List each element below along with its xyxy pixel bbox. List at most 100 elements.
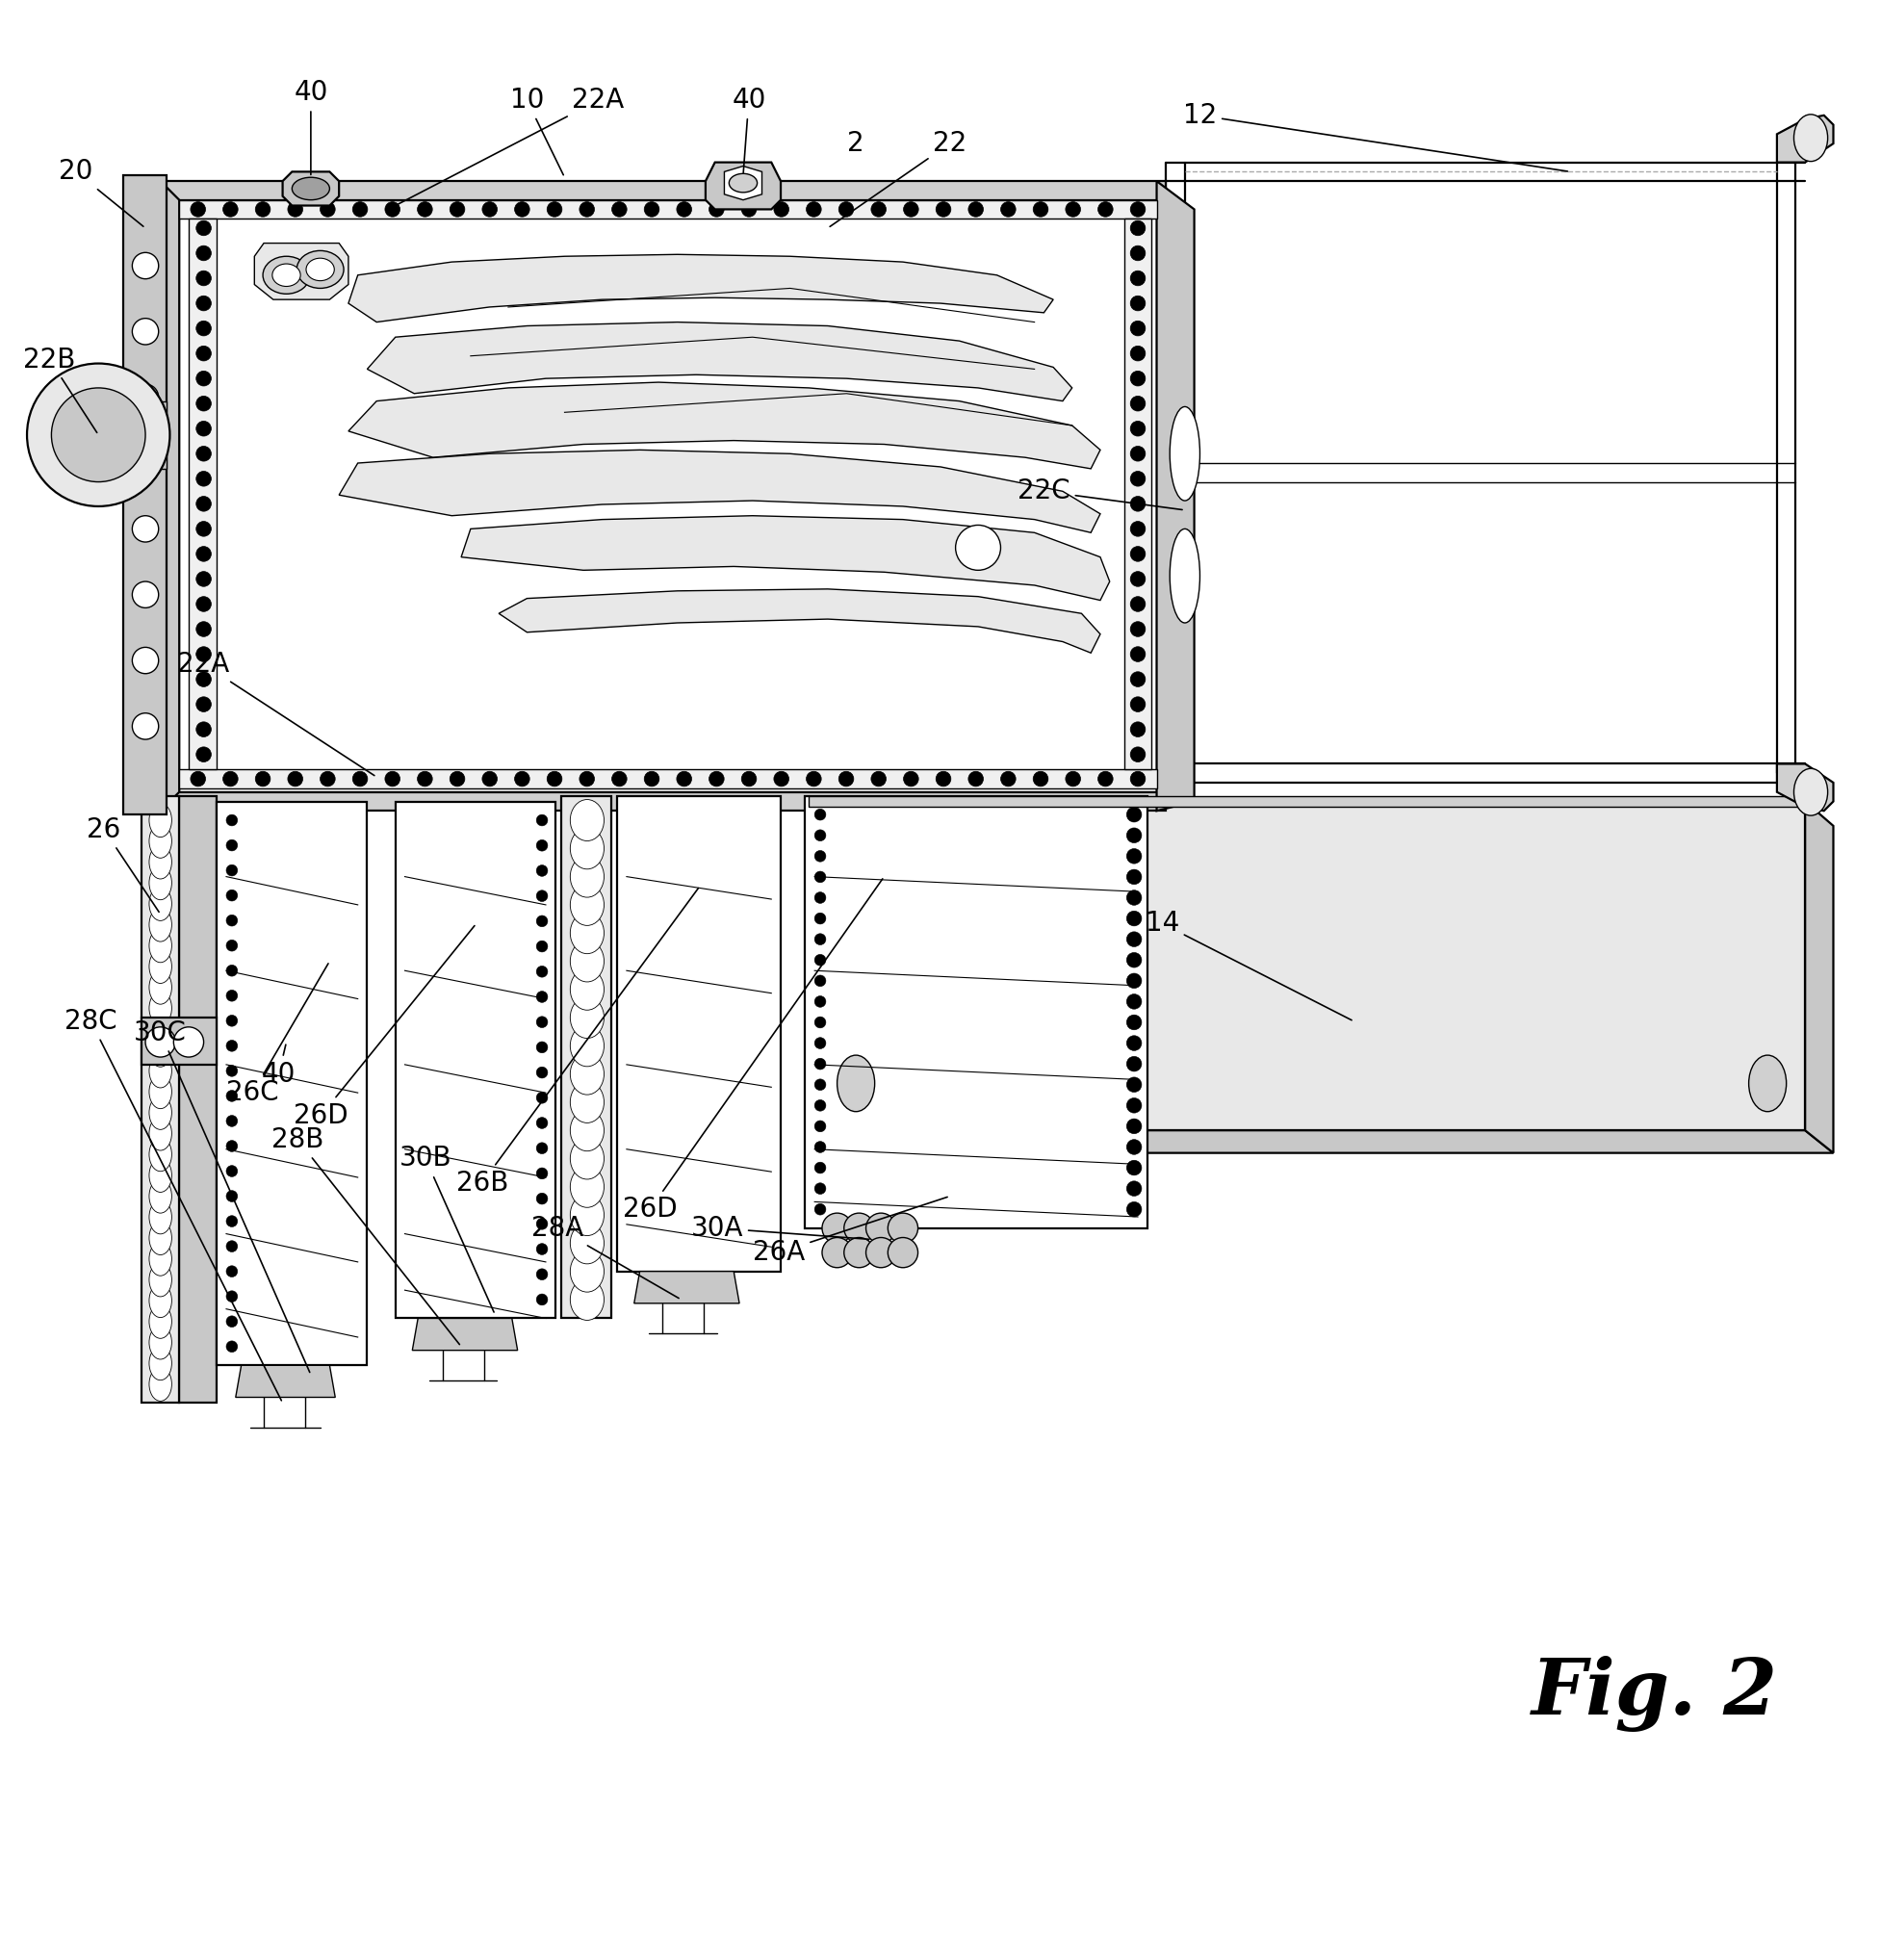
Circle shape <box>865 1237 895 1268</box>
Circle shape <box>536 1168 547 1180</box>
Text: 40: 40 <box>732 86 766 172</box>
Circle shape <box>386 202 401 218</box>
Text: 20: 20 <box>58 159 143 227</box>
Circle shape <box>1130 296 1146 312</box>
Circle shape <box>1130 647 1146 662</box>
Text: 26D: 26D <box>623 878 882 1223</box>
Circle shape <box>1130 270 1146 286</box>
Ellipse shape <box>570 968 604 1009</box>
Polygon shape <box>809 802 1806 1131</box>
Circle shape <box>1130 572 1146 586</box>
Text: 22C: 22C <box>1018 478 1181 510</box>
Circle shape <box>51 388 145 482</box>
Ellipse shape <box>570 884 604 925</box>
Circle shape <box>536 1092 547 1103</box>
Circle shape <box>871 202 886 218</box>
Circle shape <box>450 772 465 786</box>
Circle shape <box>1127 1119 1142 1133</box>
Polygon shape <box>395 802 555 1319</box>
Ellipse shape <box>570 1053 604 1096</box>
Text: 40: 40 <box>261 1045 295 1088</box>
Circle shape <box>1130 547 1146 561</box>
Circle shape <box>1099 202 1114 218</box>
Ellipse shape <box>570 1250 604 1292</box>
Circle shape <box>903 772 918 786</box>
Polygon shape <box>179 200 1157 792</box>
Circle shape <box>643 202 658 218</box>
Text: 26B: 26B <box>455 888 698 1196</box>
Text: 22: 22 <box>830 129 967 227</box>
Ellipse shape <box>149 886 171 921</box>
Ellipse shape <box>149 1200 171 1235</box>
Circle shape <box>196 496 211 512</box>
Circle shape <box>814 913 826 923</box>
Circle shape <box>814 892 826 904</box>
Circle shape <box>888 1213 918 1243</box>
Polygon shape <box>724 167 762 200</box>
Circle shape <box>1127 911 1142 925</box>
Polygon shape <box>188 220 216 770</box>
Circle shape <box>536 941 547 953</box>
Circle shape <box>196 621 211 637</box>
Circle shape <box>226 1064 237 1076</box>
Circle shape <box>226 1292 237 1301</box>
Circle shape <box>226 1266 237 1278</box>
Polygon shape <box>498 590 1100 653</box>
Circle shape <box>1130 321 1146 335</box>
Circle shape <box>536 1294 547 1305</box>
Circle shape <box>536 839 547 851</box>
Circle shape <box>1127 1098 1142 1113</box>
Circle shape <box>196 470 211 486</box>
Ellipse shape <box>149 949 171 984</box>
Circle shape <box>814 1058 826 1070</box>
Polygon shape <box>705 163 781 210</box>
Circle shape <box>611 772 626 786</box>
Polygon shape <box>412 1319 517 1350</box>
Polygon shape <box>160 180 179 811</box>
Ellipse shape <box>570 1166 604 1207</box>
Circle shape <box>1099 772 1114 786</box>
Ellipse shape <box>149 907 171 941</box>
Circle shape <box>547 202 562 218</box>
Ellipse shape <box>570 1139 604 1180</box>
Circle shape <box>1127 890 1142 906</box>
Ellipse shape <box>149 825 171 858</box>
Circle shape <box>888 1237 918 1268</box>
Circle shape <box>536 1243 547 1254</box>
Circle shape <box>1130 596 1146 612</box>
Circle shape <box>839 202 854 218</box>
Ellipse shape <box>149 1117 171 1151</box>
Circle shape <box>226 1115 237 1127</box>
Ellipse shape <box>297 251 344 288</box>
Ellipse shape <box>307 259 335 280</box>
Circle shape <box>611 202 626 218</box>
Circle shape <box>807 772 822 786</box>
Circle shape <box>224 202 239 218</box>
Polygon shape <box>348 255 1053 321</box>
Circle shape <box>822 1213 852 1243</box>
Text: 14: 14 <box>1146 909 1352 1019</box>
Text: 26: 26 <box>87 815 160 911</box>
Circle shape <box>643 772 658 786</box>
Text: 30B: 30B <box>399 1145 495 1311</box>
Ellipse shape <box>1170 406 1200 500</box>
Circle shape <box>226 839 237 851</box>
Circle shape <box>226 1015 237 1027</box>
Polygon shape <box>1806 802 1834 1152</box>
Circle shape <box>709 202 724 218</box>
Circle shape <box>1130 672 1146 686</box>
Ellipse shape <box>149 1262 171 1298</box>
Circle shape <box>536 1268 547 1280</box>
Circle shape <box>320 772 335 786</box>
Circle shape <box>814 996 826 1007</box>
Ellipse shape <box>149 1221 171 1254</box>
Circle shape <box>1127 1035 1142 1051</box>
Circle shape <box>196 270 211 286</box>
Ellipse shape <box>149 1368 171 1401</box>
Circle shape <box>226 1341 237 1352</box>
Circle shape <box>196 245 211 261</box>
Polygon shape <box>1157 180 1194 811</box>
Ellipse shape <box>273 265 301 286</box>
Circle shape <box>536 1066 547 1078</box>
Text: 12: 12 <box>1183 102 1567 171</box>
